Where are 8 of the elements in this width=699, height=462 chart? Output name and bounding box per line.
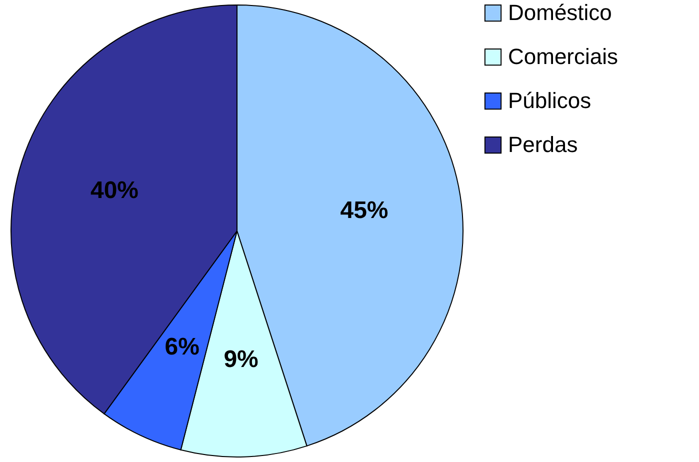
legend-label: Doméstico	[508, 0, 612, 25]
data-label: 6%	[164, 334, 200, 361]
data-label: 9%	[224, 346, 258, 373]
data-label: 45%	[340, 196, 388, 224]
legend-label: Públicos	[508, 88, 592, 113]
data-label: 40%	[90, 177, 139, 204]
legend-label: Comerciais	[508, 44, 618, 69]
legend-label: Perdas	[508, 132, 578, 157]
